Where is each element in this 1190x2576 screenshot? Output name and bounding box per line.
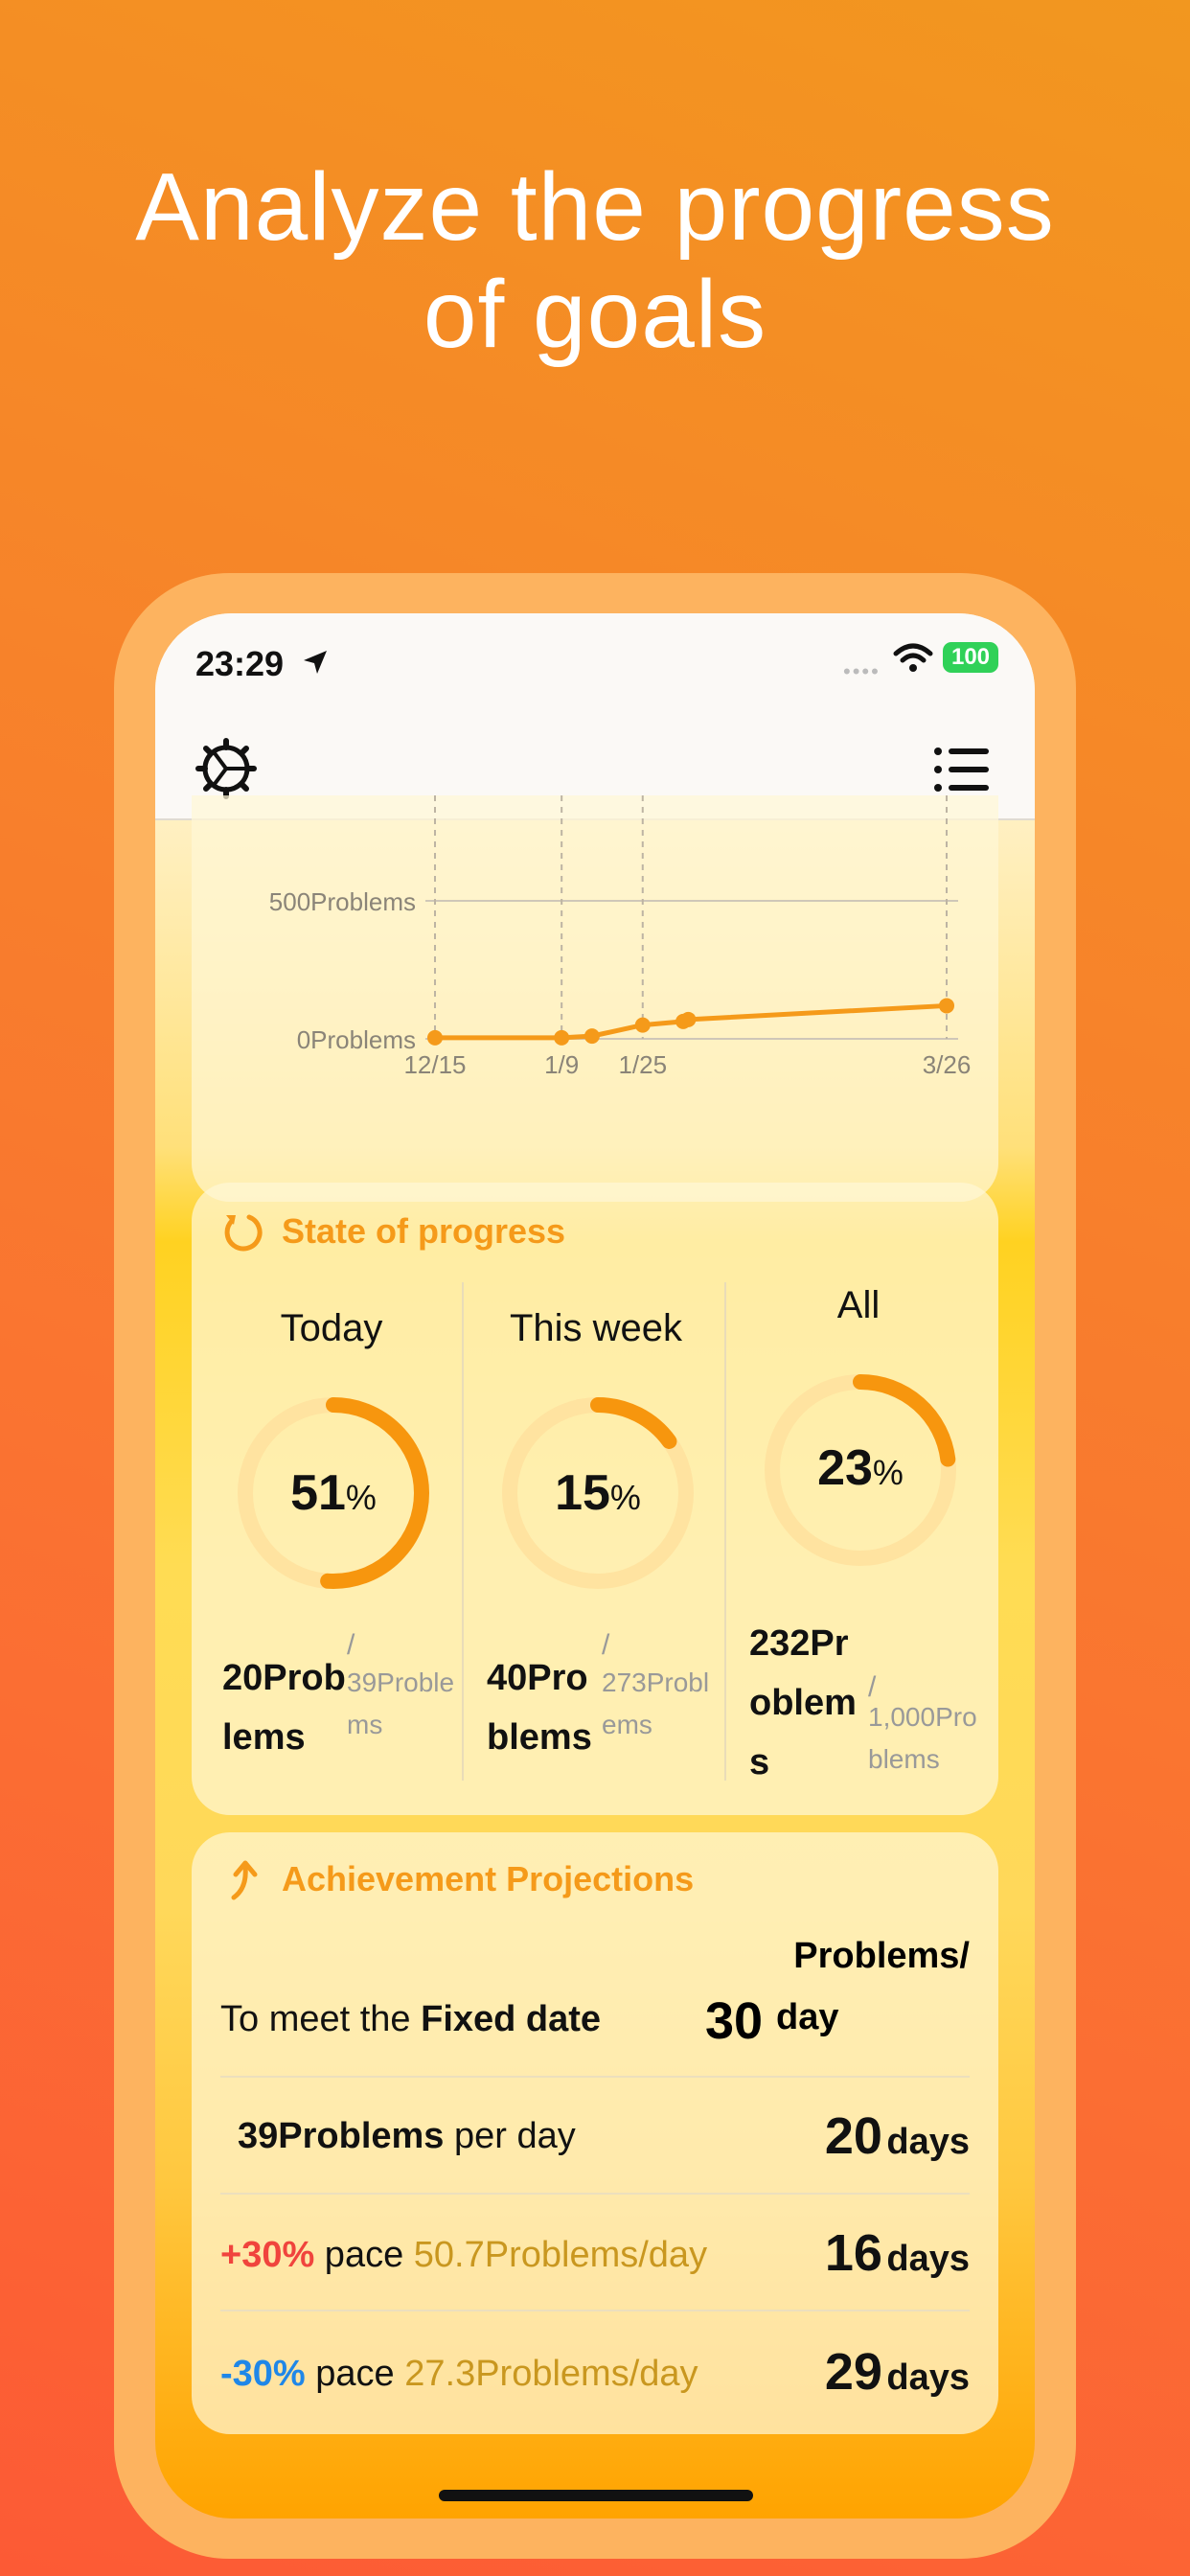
projection-pace: 50.7Problems/day (413, 2235, 708, 2275)
done-amount: 40Problems (487, 1658, 592, 1758)
progress-column-this-week: This week 15% 40Problems / 273Problems (466, 1183, 726, 1815)
progress-ring (502, 1397, 694, 1589)
chart-card: 500Problems 0Problems 12/15 1/9 1/25 3/26 (192, 795, 998, 1202)
fixed-date-unit-top: Problems/ (793, 1936, 970, 1976)
battery-icon: 100 (943, 642, 998, 673)
fixed-date-prefix: To meet the (220, 1999, 422, 2039)
projection-number: 20 (824, 2107, 882, 2165)
progress-title: State of progress (282, 1211, 566, 1251)
slash: / (868, 1671, 877, 1703)
chart-data-point (680, 1011, 697, 1027)
projection-title: Achievement Projections (282, 1859, 695, 1898)
projection-unit: days (886, 2358, 970, 2398)
projection-unit: days (886, 2122, 970, 2162)
projection-pace: 27.3Problems/day (404, 2354, 698, 2394)
percent-sign: % (872, 1453, 904, 1492)
chart-x-tick-label: 1/25 (618, 1050, 667, 1079)
projection-description: +30% pace 50.7Problems/day (220, 2235, 707, 2276)
column-divider (724, 1282, 726, 1781)
status-bar: 23:29 •••• 100 (155, 613, 1035, 728)
wifi-icon (893, 643, 933, 672)
home-indicator (439, 2490, 753, 2501)
percent-label: 51% (236, 1464, 431, 1522)
done-amount: 20Problems (222, 1658, 346, 1758)
projection-result: 16 days (825, 2223, 970, 2283)
slash: / (602, 1629, 610, 1661)
chart-data-point (554, 1029, 570, 1046)
projection-result: 20 days (825, 2106, 970, 2166)
percent-value: 15 (555, 1465, 610, 1521)
percent-value: 23 (817, 1440, 873, 1496)
fixed-date-number: 30 (705, 1992, 764, 2050)
fixed-date-row: To meet the Fixed date 30 Problems/ day (220, 1932, 970, 2076)
chart-data-point (584, 1028, 600, 1045)
refresh-icon (224, 1214, 263, 1252)
projection-lead: 39Problems (238, 2116, 445, 2156)
headline: Analyze the progress of goals (0, 153, 1190, 368)
progress-ring (765, 1374, 956, 1566)
location-arrow-icon (304, 651, 327, 674)
status-time: 23:29 (195, 644, 285, 683)
chart-data-point (427, 1029, 443, 1046)
projection-middle: pace (314, 2235, 414, 2275)
progress-column-today: Today 51% 20Problems / 39Problems (201, 1183, 462, 1815)
done-amount: 232Problems (749, 1623, 857, 1782)
fixed-date-bold: Fixed date (421, 1999, 602, 2039)
column-label: All (836, 1284, 881, 1326)
chart-data-point (939, 998, 954, 1014)
percent-value: 51 (290, 1465, 346, 1521)
chart-y-tick-label: 0Problems (297, 1025, 416, 1054)
target-amount: 273Problems (602, 1668, 710, 1739)
projection-result: 29 days (825, 2342, 970, 2402)
progress-line-chart: 500Problems 0Problems 12/15 1/9 1/25 3/26 (269, 795, 972, 1079)
list-icon[interactable] (933, 746, 991, 794)
percent-label: 15% (500, 1464, 696, 1522)
projection-number: 16 (824, 2224, 882, 2282)
projection-card: Achievement Projections To meet the Fixe… (192, 1832, 998, 2434)
percent-sign: % (609, 1478, 641, 1517)
projection-row-daily: 39Problems per day 20 days (220, 2076, 970, 2193)
gear-icon[interactable] (195, 738, 257, 799)
progress-column-all: All 23% 232Problems / 1,000Problems (728, 1183, 989, 1815)
percent-sign: % (345, 1478, 377, 1517)
progress-ring (238, 1397, 429, 1589)
projection-middle: per day (444, 2116, 576, 2156)
column-label: Today (280, 1307, 383, 1349)
chart-x-tick-label: 3/26 (923, 1050, 972, 1079)
slash: / (347, 1629, 355, 1661)
headline-line-1: Analyze the progress (135, 153, 1055, 261)
fixed-date-label: To meet the Fixed date (220, 1999, 601, 2040)
chart-data-point (634, 1017, 651, 1033)
projection-lead: +30% (220, 2235, 315, 2275)
projection-unit: days (886, 2239, 970, 2279)
progress-card: State of progress Today 51% 20Problems /… (192, 1183, 998, 1815)
target-amount: 39Problems (347, 1668, 455, 1739)
cellular-signal-icon: •••• (843, 659, 881, 683)
chart-x-tick-label: 12/15 (403, 1050, 466, 1079)
projection-lead: -30% (220, 2354, 306, 2394)
fixed-date-unit-bottom: day (776, 1997, 839, 2037)
percent-label: 23% (763, 1439, 958, 1497)
projection-row-minus-30: -30% pace 27.3Problems/day 29 days (220, 2310, 970, 2426)
column-divider (462, 1282, 464, 1781)
projection-number: 29 (824, 2343, 882, 2401)
column-label: This week (509, 1307, 683, 1349)
arrow-up-icon (231, 1860, 258, 1900)
projection-row-plus-30: +30% pace 50.7Problems/day 16 days (220, 2193, 970, 2310)
projection-middle: pace (305, 2354, 405, 2394)
projection-description: -30% pace 27.3Problems/day (220, 2354, 698, 2395)
projection-description: 39Problems per day (238, 2116, 576, 2157)
chart-x-tick-label: 1/9 (544, 1050, 579, 1079)
headline-line-2: of goals (423, 261, 767, 368)
target-amount: 1,000Problems (868, 1702, 977, 1774)
app-screen: 23:29 •••• 100 5 (155, 613, 1035, 2518)
chart-y-tick-label: 500Problems (269, 887, 416, 916)
